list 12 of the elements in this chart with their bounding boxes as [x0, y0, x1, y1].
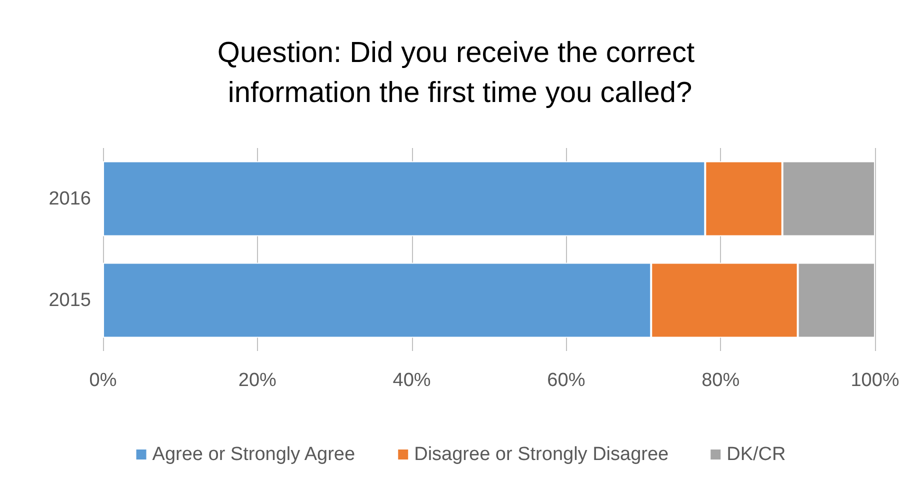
legend-label: Disagree or Strongly Disagree	[414, 444, 669, 465]
legend-label: DK/CR	[726, 444, 786, 465]
x-tick-label: 80%	[702, 370, 740, 391]
x-tick-label: 0%	[89, 370, 117, 391]
legend-label: Agree or Strongly Agree	[152, 444, 356, 465]
x-tick-label: 100%	[850, 370, 900, 391]
y-tick-label: 2015	[48, 290, 91, 311]
y-tick-label: 2016	[48, 188, 91, 210]
x-tick-label: 20%	[238, 370, 277, 391]
x-tick-label: 60%	[547, 370, 586, 391]
x-tick-label: 40%	[392, 370, 431, 391]
chart-title: Question: Did you receive the correct information the first time you called?	[217, 37, 703, 109]
